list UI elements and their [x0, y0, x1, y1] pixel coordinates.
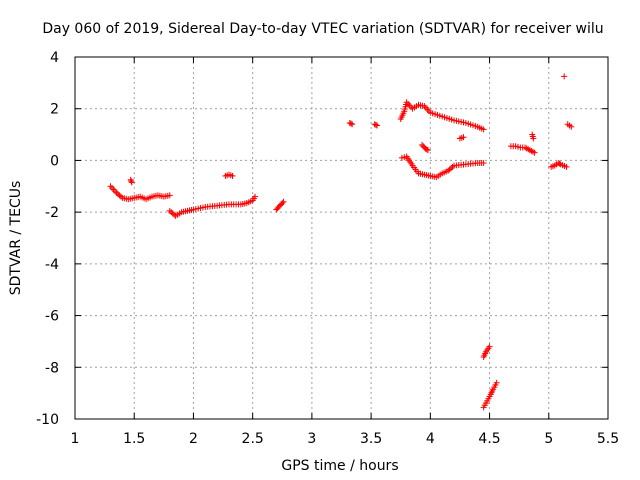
data-point — [168, 209, 175, 216]
axis-ticks — [74, 56, 609, 420]
y-axis-label: SDTVAR / TECUs — [8, 181, 24, 296]
data-point — [116, 192, 123, 199]
data-point — [229, 172, 236, 179]
data-point — [568, 123, 575, 130]
plot-frame — [74, 56, 609, 420]
y-tick-label: -4 — [45, 257, 59, 273]
y-tick-label: -8 — [45, 360, 59, 376]
data-point — [372, 121, 379, 128]
data-point — [486, 343, 493, 350]
data-point — [460, 134, 467, 141]
data-point — [349, 121, 356, 128]
data-point — [117, 193, 124, 200]
x-tick-label: 2.5 — [242, 431, 264, 447]
grid-lines — [75, 57, 608, 419]
data-point — [114, 191, 121, 198]
y-tick-labels: -10 -8 -6 -4 -2 0 2 4 — [36, 50, 59, 428]
y-tick-label: 0 — [50, 153, 59, 169]
data-point — [113, 189, 120, 196]
x-tick-labels: 1 1.5 2 2.5 3 3.5 4 4.5 5 5.5 — [71, 431, 620, 447]
data-point — [252, 193, 259, 200]
data-point — [127, 176, 134, 183]
data-point — [169, 210, 176, 217]
data-point — [166, 207, 173, 214]
x-tick-label: 3 — [307, 431, 316, 447]
data-point — [563, 163, 570, 170]
data-point — [446, 166, 453, 173]
data-point — [556, 160, 563, 167]
data-point — [445, 167, 452, 174]
data-point — [128, 179, 135, 186]
y-tick-label: 2 — [50, 102, 59, 118]
chart-title: Day 060 of 2019, Sidereal Day-to-day VTE… — [42, 21, 603, 37]
data-point — [449, 163, 456, 170]
data-point — [480, 126, 487, 133]
x-axis-label: GPS time / hours — [281, 458, 398, 474]
data-point — [374, 122, 381, 129]
data-point — [280, 198, 287, 205]
y-tick-label: -6 — [45, 309, 59, 325]
data-point — [530, 135, 537, 142]
data-point — [561, 73, 568, 80]
data-point — [166, 192, 173, 199]
y-tick-label: 4 — [50, 50, 59, 66]
data-point — [448, 165, 455, 172]
x-tick-label: 4.5 — [478, 431, 500, 447]
data-point — [531, 149, 538, 156]
data-point — [347, 120, 354, 127]
data-point — [480, 160, 487, 167]
y-tick-label: -2 — [45, 205, 59, 221]
data-point — [423, 146, 430, 153]
data-point — [493, 379, 500, 386]
data-point — [128, 178, 135, 185]
x-tick-label: 4 — [426, 431, 435, 447]
data-point — [424, 147, 431, 154]
data-point — [279, 200, 286, 207]
x-tick-label: 5.5 — [597, 431, 619, 447]
x-tick-label: 3.5 — [360, 431, 382, 447]
x-tick-label: 2 — [189, 431, 198, 447]
x-tick-label: 1 — [71, 431, 80, 447]
x-tick-label: 5 — [544, 431, 553, 447]
data-points — [107, 73, 575, 411]
y-tick-label: -10 — [36, 412, 59, 428]
x-tick-label: 1.5 — [123, 431, 145, 447]
